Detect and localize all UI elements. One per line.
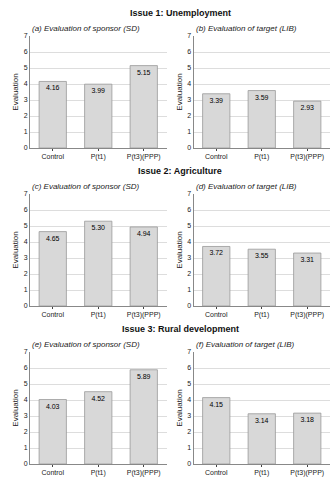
svg-text:6: 6: [187, 48, 191, 55]
svg-text:Evaluation: Evaluation: [175, 73, 184, 110]
svg-text:7: 7: [24, 348, 28, 355]
svg-text:Issue 2: Agriculture: Issue 2: Agriculture: [138, 166, 222, 176]
svg-text:3.99: 3.99: [91, 87, 105, 94]
svg-text:P(t3)(PPP): P(t3)(PPP): [290, 153, 324, 161]
svg-text:3: 3: [187, 254, 191, 261]
svg-text:Evaluation: Evaluation: [11, 73, 20, 110]
svg-text:1: 1: [24, 286, 28, 293]
svg-text:2: 2: [187, 112, 191, 119]
svg-text:3.55: 3.55: [255, 252, 269, 259]
svg-text:5: 5: [187, 64, 191, 71]
svg-text:3: 3: [187, 96, 191, 103]
svg-text:3: 3: [187, 412, 191, 419]
svg-text:4.03: 4.03: [46, 403, 60, 410]
svg-text:3.18: 3.18: [300, 416, 314, 423]
svg-text:7: 7: [24, 190, 28, 197]
svg-text:4: 4: [24, 80, 28, 87]
svg-text:0: 0: [24, 460, 28, 467]
svg-text:(e) Evaluation of sponsor (SD): (e) Evaluation of sponsor (SD): [32, 340, 140, 349]
svg-text:Control: Control: [205, 469, 228, 476]
svg-text:2: 2: [24, 270, 28, 277]
svg-text:3.59: 3.59: [255, 94, 269, 101]
svg-text:2: 2: [187, 428, 191, 435]
svg-text:P(t1): P(t1): [254, 469, 269, 477]
svg-text:Control: Control: [41, 469, 64, 476]
svg-text:5.89: 5.89: [137, 373, 151, 380]
svg-text:4: 4: [24, 238, 28, 245]
svg-text:Control: Control: [205, 311, 228, 318]
svg-text:P(t1): P(t1): [91, 469, 106, 477]
svg-text:(a) Evaluation of sponsor (SD): (a) Evaluation of sponsor (SD): [32, 24, 140, 33]
svg-text:(d) Evaluation of target (LIB): (d) Evaluation of target (LIB): [196, 182, 297, 191]
svg-text:1: 1: [24, 128, 28, 135]
svg-text:0: 0: [24, 302, 28, 309]
svg-text:3.39: 3.39: [209, 97, 223, 104]
svg-text:Evaluation: Evaluation: [175, 389, 184, 426]
svg-text:4.52: 4.52: [91, 395, 105, 402]
svg-text:5.30: 5.30: [91, 224, 105, 231]
svg-text:P(t3)(PPP): P(t3)(PPP): [127, 153, 161, 161]
svg-text:3: 3: [24, 254, 28, 261]
svg-text:5: 5: [187, 380, 191, 387]
svg-text:0: 0: [187, 302, 191, 309]
svg-text:0: 0: [187, 144, 191, 151]
svg-text:4.94: 4.94: [137, 230, 151, 237]
svg-text:3: 3: [24, 412, 28, 419]
svg-text:5: 5: [24, 222, 28, 229]
svg-text:6: 6: [24, 364, 28, 371]
svg-text:Evaluation: Evaluation: [175, 231, 184, 268]
svg-text:6: 6: [24, 48, 28, 55]
svg-text:P(t3)(PPP): P(t3)(PPP): [290, 311, 324, 319]
svg-text:1: 1: [187, 286, 191, 293]
svg-text:P(t1): P(t1): [254, 311, 269, 319]
svg-text:5: 5: [187, 222, 191, 229]
svg-text:Issue 3: Rural development: Issue 3: Rural development: [122, 324, 239, 334]
svg-text:1: 1: [24, 444, 28, 451]
svg-text:7: 7: [24, 32, 28, 39]
svg-text:P(t3)(PPP): P(t3)(PPP): [290, 469, 324, 477]
svg-text:4.16: 4.16: [46, 84, 60, 91]
svg-text:(b) Evaluation of target (LIB): (b) Evaluation of target (LIB): [196, 24, 297, 33]
svg-text:2: 2: [24, 428, 28, 435]
svg-text:6: 6: [187, 206, 191, 213]
svg-text:0: 0: [24, 144, 28, 151]
svg-text:2: 2: [187, 270, 191, 277]
svg-text:6: 6: [187, 364, 191, 371]
svg-text:3.72: 3.72: [209, 249, 223, 256]
svg-text:7: 7: [187, 190, 191, 197]
svg-text:6: 6: [24, 206, 28, 213]
svg-text:1: 1: [187, 444, 191, 451]
svg-text:Issue 1: Unemployment: Issue 1: Unemployment: [130, 8, 231, 18]
svg-text:2.93: 2.93: [300, 104, 314, 111]
svg-text:P(t3)(PPP): P(t3)(PPP): [127, 311, 161, 319]
svg-text:Control: Control: [205, 153, 228, 160]
svg-text:Control: Control: [41, 311, 64, 318]
svg-text:3.31: 3.31: [300, 256, 314, 263]
svg-text:P(t1): P(t1): [91, 311, 106, 319]
svg-text:7: 7: [187, 348, 191, 355]
svg-text:5.15: 5.15: [137, 69, 151, 76]
svg-text:4: 4: [187, 80, 191, 87]
svg-text:(c) Evaluation of sponsor (SD): (c) Evaluation of sponsor (SD): [32, 182, 139, 191]
svg-text:4: 4: [187, 238, 191, 245]
svg-text:2: 2: [24, 112, 28, 119]
svg-text:P(t1): P(t1): [254, 153, 269, 161]
svg-text:Control: Control: [41, 153, 64, 160]
svg-text:P(t1): P(t1): [91, 153, 106, 161]
svg-text:3.14: 3.14: [255, 417, 269, 424]
svg-text:4: 4: [24, 396, 28, 403]
svg-text:Evaluation: Evaluation: [11, 231, 20, 268]
svg-text:7: 7: [187, 32, 191, 39]
svg-text:4.65: 4.65: [46, 235, 60, 242]
svg-text:5: 5: [24, 64, 28, 71]
svg-text:4: 4: [187, 396, 191, 403]
svg-text:Evaluation: Evaluation: [11, 389, 20, 426]
svg-text:5: 5: [24, 380, 28, 387]
svg-text:1: 1: [187, 128, 191, 135]
svg-text:0: 0: [187, 460, 191, 467]
svg-text:3: 3: [24, 96, 28, 103]
svg-text:(f) Evaluation of target (LIB): (f) Evaluation of target (LIB): [196, 340, 295, 349]
svg-text:4.15: 4.15: [209, 401, 223, 408]
svg-text:P(t3)(PPP): P(t3)(PPP): [127, 469, 161, 477]
